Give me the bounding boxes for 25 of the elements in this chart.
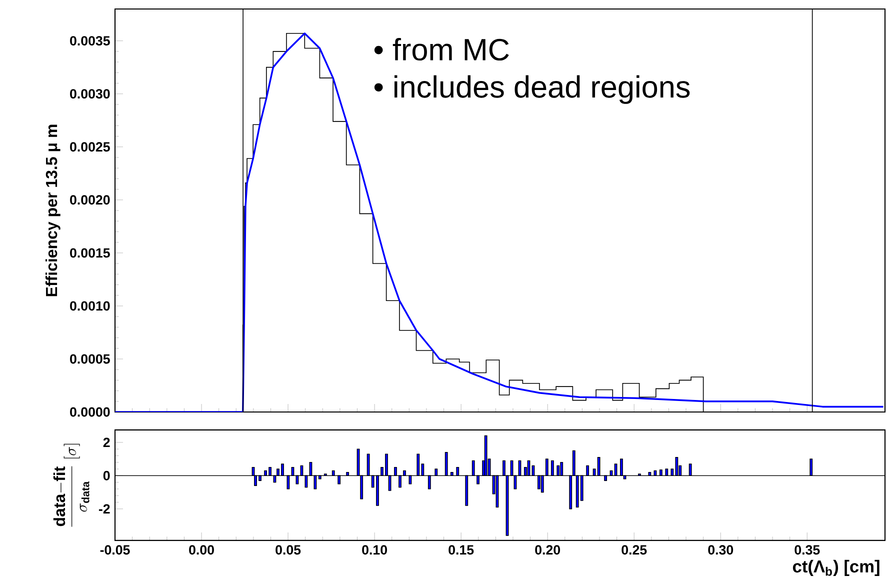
y-tick-label: 2	[103, 438, 110, 448]
y-tick-label: 0	[103, 470, 110, 480]
y-tick-label: 0.0010	[70, 301, 110, 311]
x-tick-label: 0.10	[362, 545, 387, 555]
annotation: • includes dead regions	[374, 75, 690, 104]
y-tick-label: 0.0015	[70, 248, 110, 258]
y-tick-label: 0.0000	[70, 407, 110, 417]
x-tick-label: 0.15	[448, 545, 474, 555]
y-tick-label: -2	[98, 504, 110, 514]
x-tick-label: -0.05	[100, 545, 130, 555]
x-tick-label: 0.35	[794, 545, 820, 555]
y-tick-label: 0.0025	[70, 142, 110, 152]
y-tick-label: 0.0005	[70, 354, 110, 364]
x-tick-label: 0.00	[189, 545, 214, 555]
x-tick-label: 0.20	[535, 545, 560, 555]
x-tick-label: 0.25	[622, 545, 647, 555]
y-axis-title: $\frac{\mathbf{data{-}fit}}{\sigma_{\mathbf{data}}}\;[\sigma]$	[53, 444, 90, 527]
x-axis-title: ct(Λ$_{b}$) [cm]	[792, 560, 880, 576]
y-axis-title: Efficiency per 13.5 μ m	[45, 124, 60, 296]
y-tick-label: 0.0020	[70, 195, 110, 205]
x-tick-label: 0.30	[708, 545, 734, 555]
y-tick-label: 0.0035	[70, 36, 110, 46]
annotation: • from MC	[374, 38, 509, 61]
x-tick-label: 0.05	[276, 545, 301, 555]
y-tick-label: 0.0030	[70, 89, 110, 99]
